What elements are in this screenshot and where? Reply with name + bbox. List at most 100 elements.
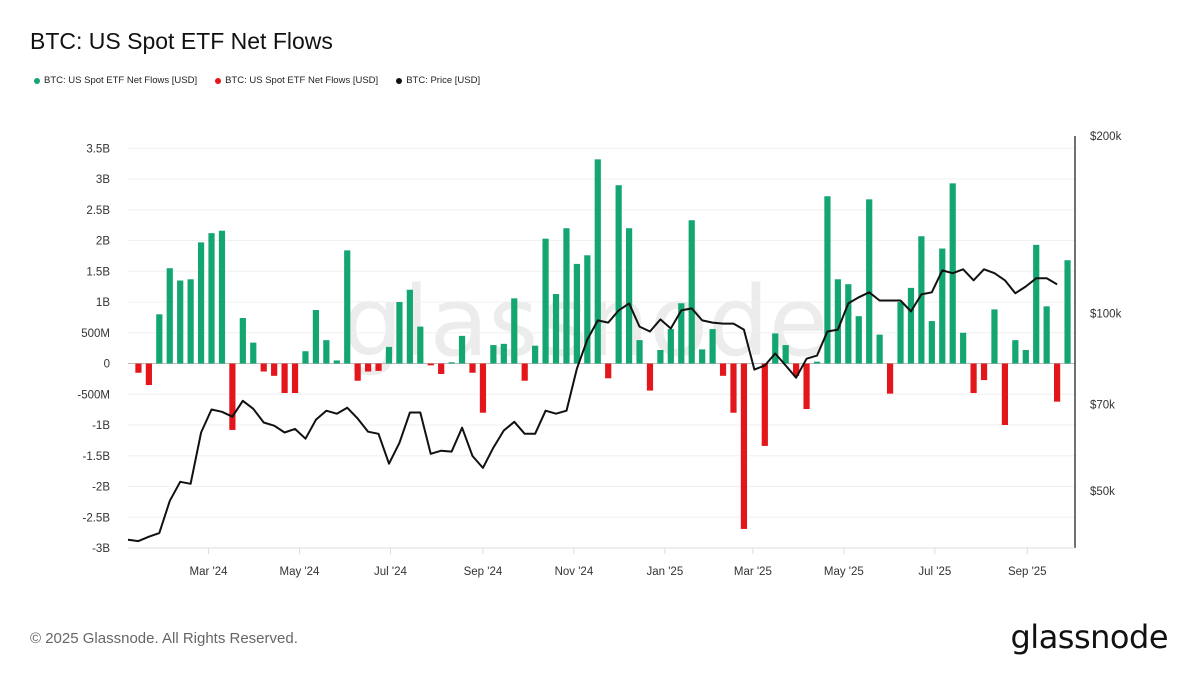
outflow-bar xyxy=(438,363,445,374)
inflow-bar xyxy=(448,362,455,364)
copyright: © 2025 Glassnode. All Rights Reserved. xyxy=(30,630,298,647)
x-tick-label: Jul '25 xyxy=(918,566,951,578)
inflow-bar xyxy=(458,335,466,364)
outflow-bar xyxy=(365,363,372,372)
inflow-bar xyxy=(552,294,560,364)
outflow-bar xyxy=(1054,363,1061,402)
y-left-tick-label: 2.5B xyxy=(86,205,110,217)
outflow-bar xyxy=(291,363,299,394)
inflow-bar xyxy=(490,345,497,364)
inflow-bar xyxy=(1012,340,1019,364)
inflow-bar xyxy=(197,242,205,364)
y-left-tick-label: 3.5B xyxy=(86,143,110,155)
inflow-bar xyxy=(532,345,539,364)
y-left-tick-label: -2B xyxy=(92,482,110,494)
inflow-bar xyxy=(678,303,685,364)
x-tick-label: Sep '24 xyxy=(464,566,503,578)
inflow-bar xyxy=(667,329,674,364)
inflow-bar xyxy=(709,329,716,364)
outflow-bar xyxy=(271,363,278,376)
outflow-bar xyxy=(375,363,382,371)
y-right-tick-label: $70k xyxy=(1090,400,1115,412)
inflow-bar xyxy=(1022,349,1029,364)
inflow-bar xyxy=(208,233,215,364)
outflow-bar xyxy=(145,363,152,386)
inflow-bar xyxy=(239,318,246,364)
legend-dot-black-icon xyxy=(396,77,403,84)
inflow-bar xyxy=(187,279,194,364)
inflow-bar xyxy=(897,302,904,364)
outflow-bar xyxy=(761,363,768,446)
inflow-bar xyxy=(876,334,883,364)
y-right-tick-label: $100k xyxy=(1090,308,1122,320)
inflow-bar xyxy=(834,279,841,364)
y-left-tick-label: 0 xyxy=(104,359,110,371)
inflow-bar xyxy=(918,236,925,364)
inflow-bar xyxy=(511,298,518,364)
y-left-tick-label: 500M xyxy=(81,328,110,340)
inflow-bar xyxy=(333,360,340,364)
x-tick-label: May '24 xyxy=(280,566,321,578)
outflow-bar xyxy=(719,363,727,376)
inflow-bar xyxy=(636,340,643,364)
inflow-bar xyxy=(250,342,257,364)
inflow-bar xyxy=(688,220,695,364)
y-left-tick-label: -2.5B xyxy=(83,512,111,524)
outflow-bar xyxy=(980,363,988,381)
legend-label: BTC: US Spot ETF Net Flows [USD] xyxy=(225,75,379,86)
inflow-bar xyxy=(417,326,424,364)
outflow-bar xyxy=(229,363,236,430)
inflow-bar xyxy=(866,199,873,364)
inflow-bar xyxy=(1064,260,1071,364)
inflow-bar xyxy=(385,346,393,364)
inflow-bar xyxy=(824,196,831,364)
price-line xyxy=(127,268,1058,543)
legend-dot-red-icon xyxy=(215,77,222,84)
x-tick-label: Jan '25 xyxy=(647,566,684,578)
y-left-tick-label: -500M xyxy=(77,389,110,401)
inflow-bar xyxy=(323,340,330,364)
inflow-bar xyxy=(928,321,935,364)
inflow-bar xyxy=(625,228,633,364)
inflow-bar xyxy=(1033,244,1040,364)
x-tick-label: Sep '25 xyxy=(1008,566,1047,578)
x-tick-label: May '25 xyxy=(824,566,864,578)
outflow-bar xyxy=(970,363,977,394)
inflow-bar xyxy=(563,228,570,364)
outflow-bar xyxy=(135,363,142,373)
inflow-bar xyxy=(845,284,852,364)
inflow-bar xyxy=(772,333,779,364)
legend-item-price[interactable]: BTC: Price [USD] xyxy=(396,75,480,86)
outflow-bar xyxy=(479,363,487,413)
inflow-bar xyxy=(657,349,664,364)
outflow-bar xyxy=(1001,363,1009,426)
y-left-tick-label: -1B xyxy=(92,420,110,432)
outflow-bar xyxy=(886,363,894,394)
inflow-bar xyxy=(166,268,173,364)
outflow-bar xyxy=(354,363,361,381)
inflow-bar xyxy=(960,332,967,364)
outflow-bar xyxy=(469,363,476,373)
outflow-bar xyxy=(260,363,267,372)
legend-item-outflows[interactable]: BTC: US Spot ETF Net Flows [USD] xyxy=(215,75,378,86)
x-tick-label: Jul '24 xyxy=(374,566,407,578)
legend: BTC: US Spot ETF Net Flows [USD] BTC: US… xyxy=(34,75,480,86)
y-left-tick-label: -1.5B xyxy=(83,451,111,463)
inflow-bar xyxy=(907,287,915,364)
inflow-bar xyxy=(396,302,403,364)
inflow-bar xyxy=(573,263,580,364)
inflow-bar xyxy=(406,289,413,364)
legend-label: BTC: US Spot ETF Net Flows [USD] xyxy=(44,75,198,86)
inflow-bar xyxy=(855,316,862,364)
inflow-bar xyxy=(991,309,998,364)
inflow-bar xyxy=(218,230,226,364)
outflow-bar xyxy=(730,363,737,413)
inflow-bar xyxy=(699,349,706,364)
legend-item-inflows[interactable]: BTC: US Spot ETF Net Flows [USD] xyxy=(34,75,197,86)
chart-title: BTC: US Spot ETF Net Flows xyxy=(30,28,333,54)
y-left-tick-label: 1B xyxy=(96,297,110,309)
outflow-bar xyxy=(281,363,288,394)
outflow-bar xyxy=(646,363,654,391)
inflow-bar xyxy=(615,185,622,364)
